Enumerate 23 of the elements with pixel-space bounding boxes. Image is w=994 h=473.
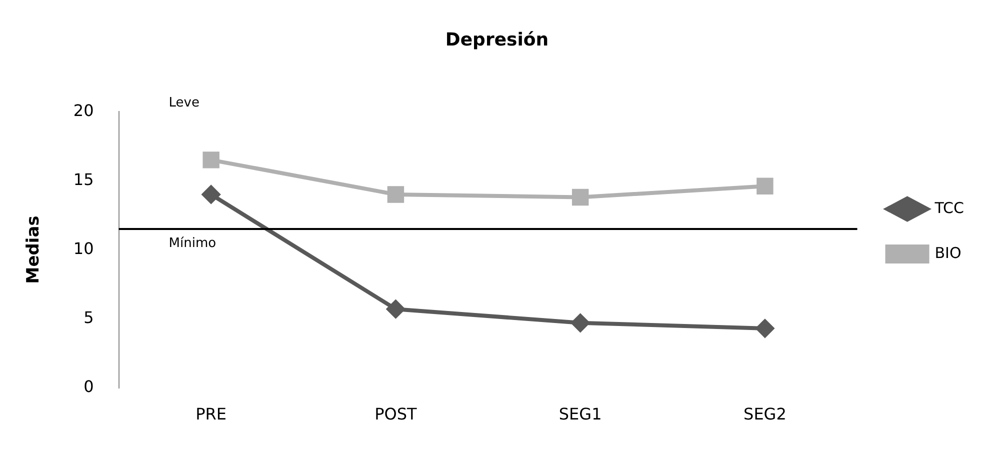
y-tick-label: 10 [73, 238, 94, 258]
point [386, 300, 405, 318]
y-tick-label: 0 [84, 376, 94, 396]
point [572, 188, 589, 206]
chart-title: Depresión [445, 29, 549, 50]
legend-label: TCC [934, 198, 964, 217]
point [756, 319, 774, 338]
x-tick-label: PRE [196, 404, 227, 424]
legend-label: BIO [934, 244, 962, 262]
x-tick-label: SEG1 [558, 404, 602, 424]
x-tick-label: SEG2 [744, 404, 786, 424]
text: Leve [168, 95, 200, 110]
point [571, 314, 590, 332]
point [756, 178, 774, 195]
y-axis-title: Medias [24, 216, 44, 284]
x-tick-label: POST [374, 404, 418, 424]
point [202, 152, 220, 168]
y-tick-label: 15 [73, 170, 94, 189]
point [202, 185, 220, 204]
y-tick-label: 5 [84, 308, 94, 327]
ref-line-label: Mínimo [168, 236, 216, 251]
y-tick-label: 20 [73, 100, 94, 120]
point [387, 186, 404, 203]
